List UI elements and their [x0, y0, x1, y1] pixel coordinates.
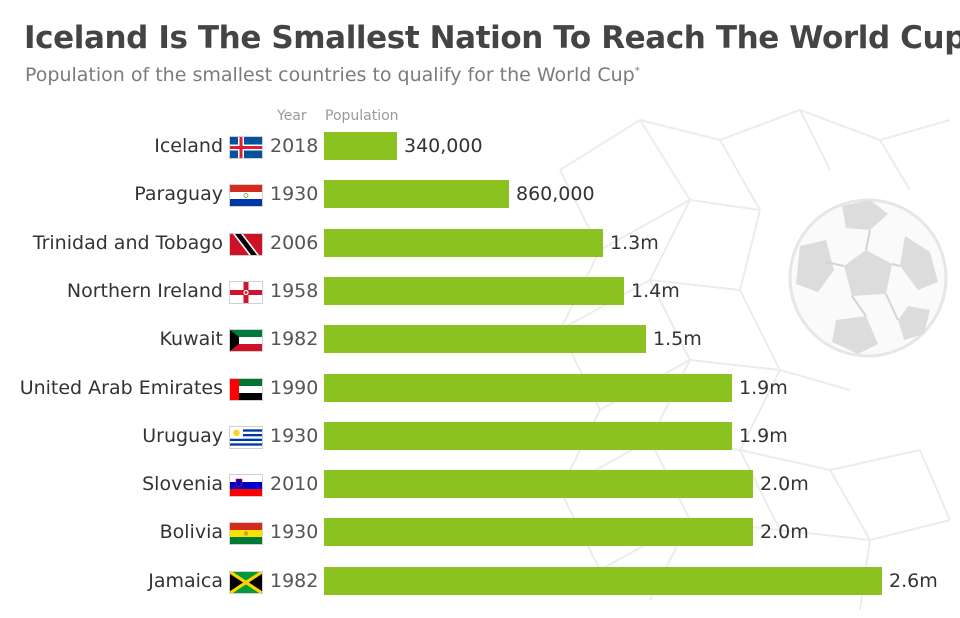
year-column-header: Year — [277, 108, 307, 124]
value-label: 1.9m — [739, 424, 788, 447]
population-bar — [324, 228, 603, 257]
value-label: 860,000 — [516, 183, 595, 206]
population-bar — [324, 421, 732, 450]
value-label: 1.9m — [739, 376, 788, 399]
paraguay-flag-icon — [230, 185, 262, 207]
value-label: 1.5m — [653, 328, 702, 351]
year-label: 1930 — [270, 424, 319, 447]
value-label: 2.6m — [889, 569, 938, 592]
value-label: 1.4m — [631, 279, 680, 302]
country-label: Trinidad and Tobago — [32, 231, 223, 254]
country-label: Kuwait — [159, 328, 223, 351]
value-label: 340,000 — [404, 135, 483, 157]
chart-row: Uruguay 1930 1.9m — [0, 421, 960, 470]
population-bar — [324, 518, 753, 547]
country-label: Uruguay — [142, 424, 223, 447]
chart-row: Iceland 2018 340,000 — [0, 132, 960, 180]
bolivia-flag-icon — [230, 523, 262, 545]
chart-row: Kuwait 1982 1.5m — [0, 325, 960, 373]
trinidad-and-tobago-flag-icon — [230, 233, 262, 255]
chart-title: Iceland Is The Smallest Nation To Reach … — [24, 20, 960, 56]
year-label: 2006 — [270, 231, 319, 254]
jamaica-flag-icon — [230, 571, 262, 593]
year-label: 1982 — [270, 328, 319, 351]
population-bar — [324, 325, 646, 354]
population-column-header: Population — [325, 108, 399, 124]
slovenia-flag-icon — [230, 475, 262, 497]
country-label: Paraguay — [134, 183, 223, 206]
country-label: Northern Ireland — [66, 279, 223, 302]
population-bar — [324, 132, 397, 160]
footnote-mark: * — [634, 65, 640, 77]
year-label: 1958 — [270, 279, 319, 302]
chart-row: Northern Ireland 1958 1.4m — [0, 276, 960, 325]
population-bar — [324, 180, 509, 209]
uruguay-flag-icon — [230, 426, 262, 448]
subtitle-text: Population of the smallest countries to … — [25, 64, 635, 86]
chart-row: Slovenia 2010 2.0m — [0, 470, 960, 518]
year-label: 1982 — [270, 569, 319, 592]
value-label: 2.0m — [760, 473, 809, 496]
chart-row: United Arab Emirates 1990 1.9m — [0, 373, 960, 422]
year-label: 1930 — [270, 183, 319, 206]
country-label: Iceland — [154, 135, 223, 157]
country-label: Jamaica — [148, 569, 223, 592]
country-label: Bolivia — [159, 521, 223, 544]
population-bar — [324, 566, 882, 595]
year-label: 2010 — [270, 473, 319, 496]
uae-flag-icon — [230, 378, 262, 400]
population-bar — [324, 276, 624, 305]
northern-ireland-flag-icon — [230, 281, 262, 303]
chart-subtitle: Population of the smallest countries to … — [25, 64, 640, 86]
country-label: United Arab Emirates — [19, 376, 223, 399]
country-label: Slovenia — [142, 473, 223, 496]
iceland-flag-icon — [230, 137, 262, 158]
chart-row: Jamaica 1982 2.6m — [0, 566, 960, 615]
population-bar — [324, 470, 753, 499]
chart-row: Bolivia 1930 2.0m — [0, 518, 960, 566]
year-label: 2018 — [270, 135, 319, 157]
value-label: 2.0m — [760, 521, 809, 544]
population-bar — [324, 373, 732, 402]
kuwait-flag-icon — [230, 330, 262, 352]
year-label: 1930 — [270, 521, 319, 544]
year-label: 1990 — [270, 376, 319, 399]
chart-row: Trinidad and Tobago 2006 1.3m — [0, 228, 960, 277]
value-label: 1.3m — [610, 231, 659, 254]
chart-row: Paraguay 1930 860,000 — [0, 180, 960, 228]
